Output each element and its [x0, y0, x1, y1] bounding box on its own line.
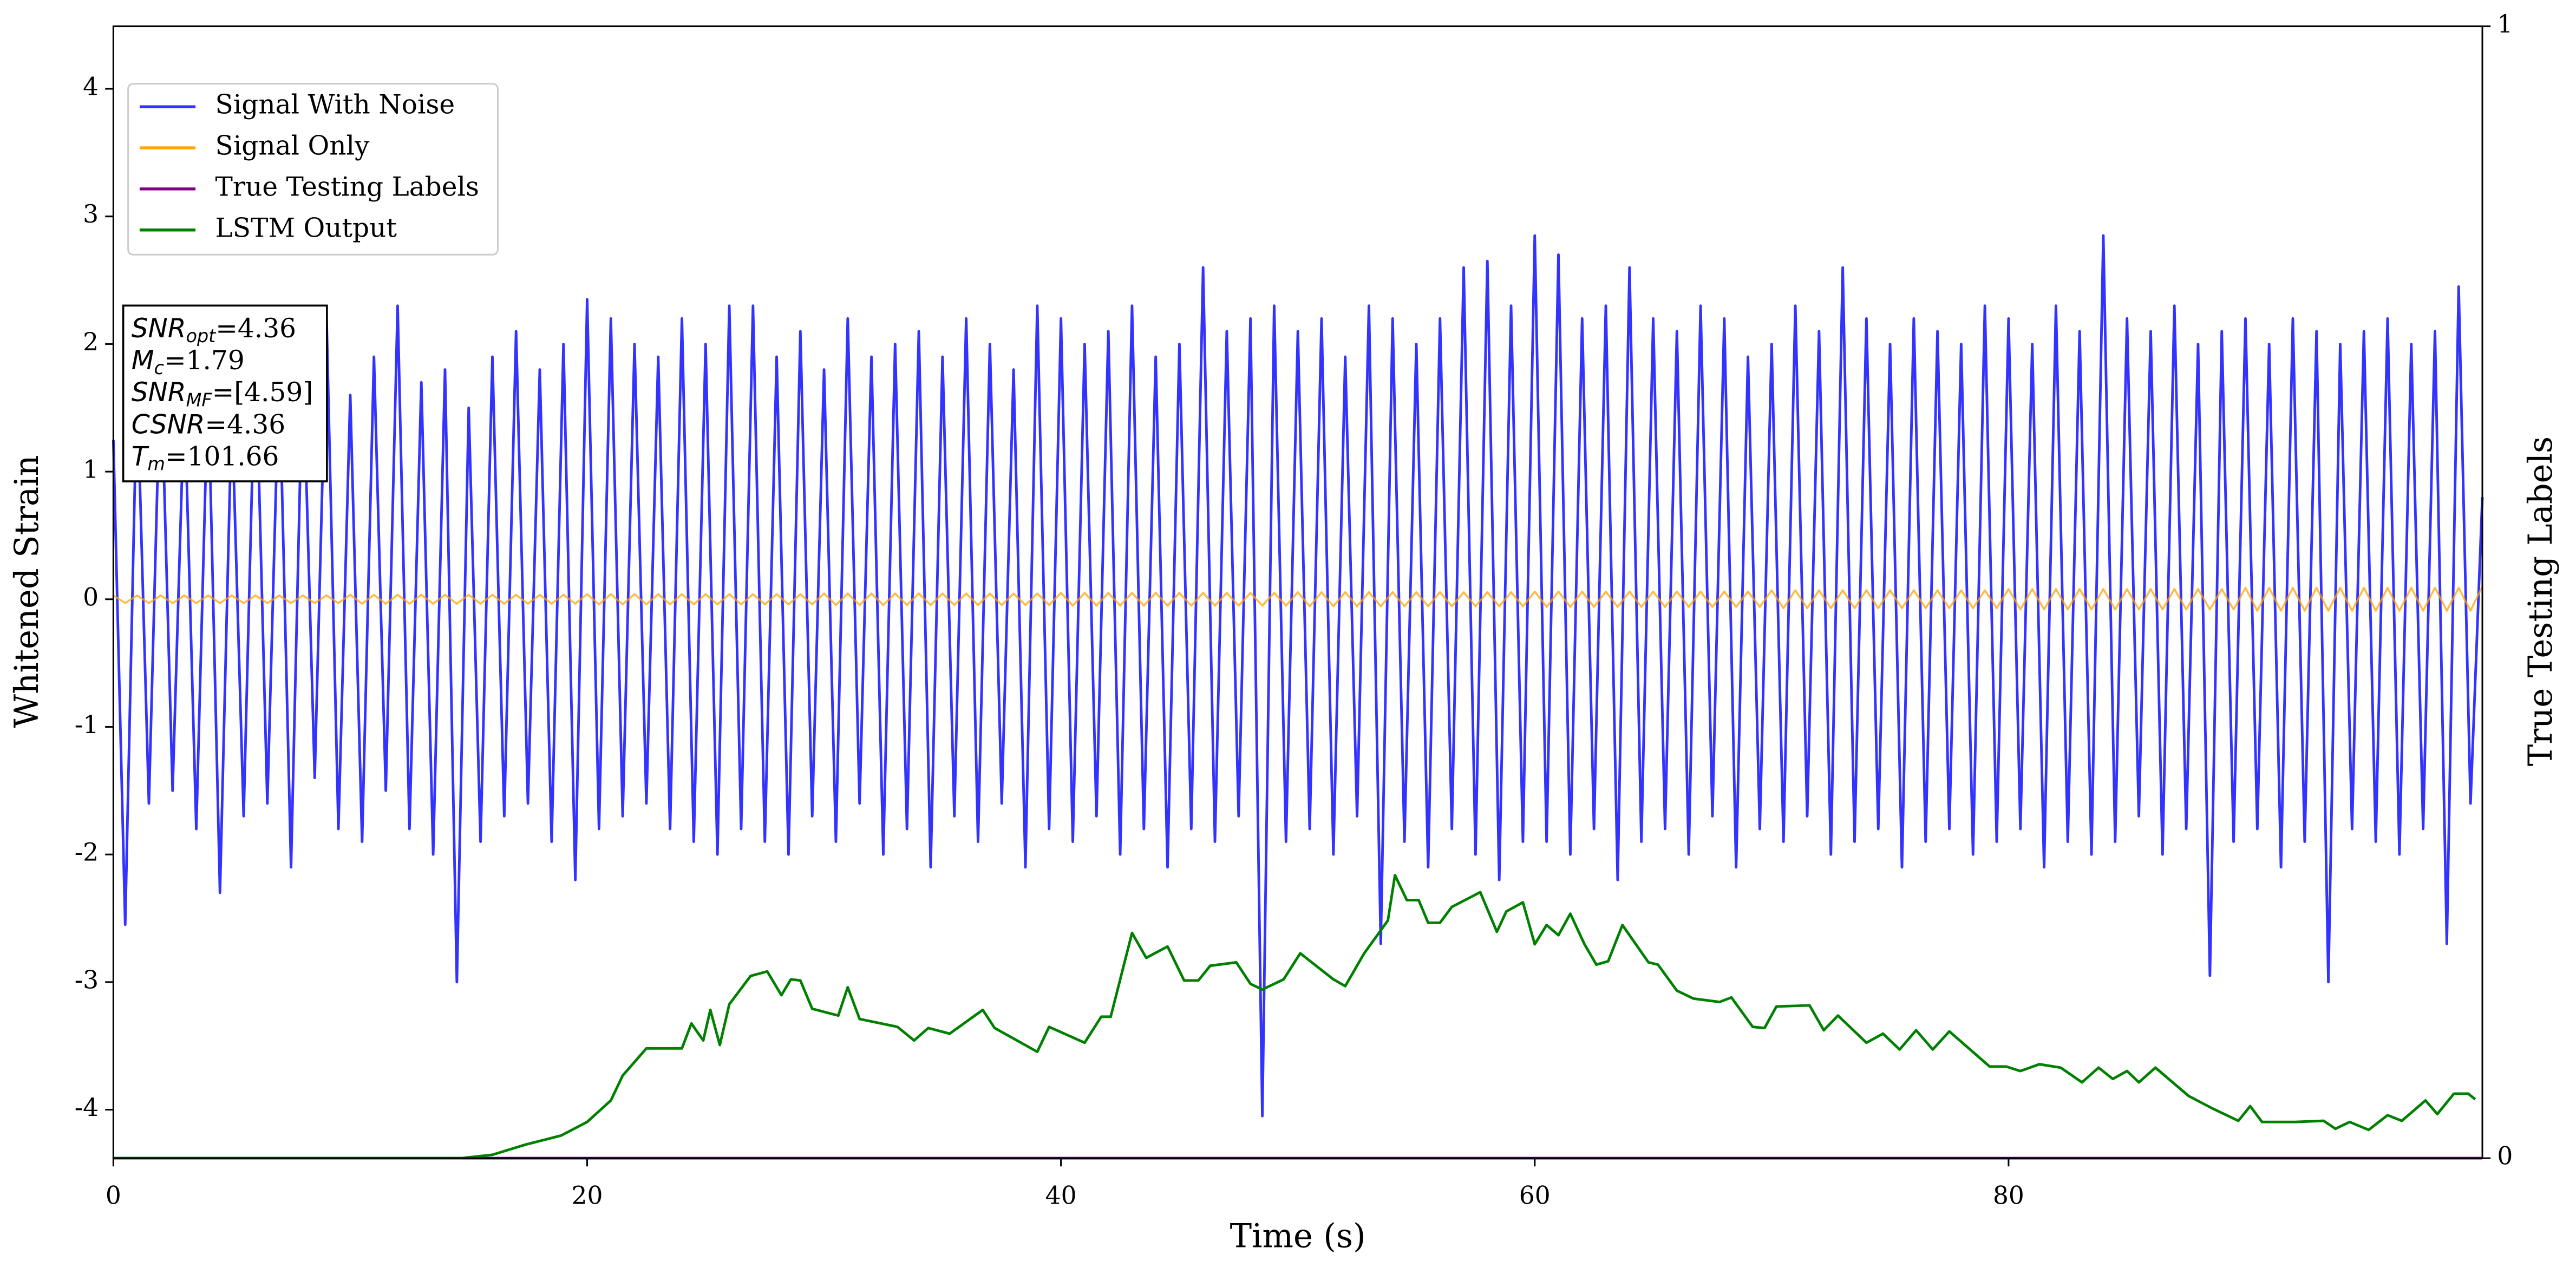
annotation-symbol: T: [132, 442, 149, 472]
annotation-symbol: CSNR: [132, 409, 205, 440]
annotation-value: =101.66: [165, 441, 279, 472]
series-line: [112, 234, 2484, 1118]
y-tick-label: -3: [75, 965, 99, 994]
series-line: [113, 874, 2476, 1160]
axes-frame: [112, 25, 2483, 1159]
annotation: SNRopt=4.36Mc=1.79SNRMF=[4.59]CSNR=4.36T…: [122, 304, 328, 482]
annotation-line: SNRMF=[4.59]: [132, 377, 313, 410]
y-tick-label: -2: [75, 838, 99, 867]
annotation-subscript: c: [154, 357, 164, 378]
y-axis-label: Whitened Strain: [8, 455, 46, 728]
legend-box: [127, 83, 499, 256]
legend-label: True Testing Labels: [215, 172, 479, 202]
annotation-line: Tm=101.66: [132, 441, 279, 474]
x-axis-label: Time (s): [1230, 1217, 1366, 1255]
y-tick-label: 4: [83, 73, 99, 101]
y-tick-label: 0: [83, 583, 99, 611]
annotation-symbol: SNR: [132, 313, 186, 344]
x-tick-label: 20: [572, 1181, 603, 1210]
y2-tick-label: 1: [2497, 10, 2513, 38]
annotation-box: [122, 304, 328, 482]
y2-tick-label: 0: [2497, 1142, 2513, 1171]
annotation-line: Mc=1.79: [132, 345, 245, 378]
annotation-symbol: SNR: [132, 377, 186, 408]
annotation-value: =[4.59]: [212, 377, 313, 408]
annotation-subscript: m: [147, 453, 165, 474]
series-line: [113, 586, 2483, 612]
annotation-subscript: opt: [186, 325, 217, 347]
x-tick-label: 0: [106, 1181, 121, 1210]
x-tick-label: 80: [1993, 1181, 2024, 1210]
annotation-value: =4.36: [205, 409, 285, 440]
legend-label: Signal Only: [215, 131, 370, 161]
annotation-value: =4.36: [215, 313, 296, 343]
y-tick-label: 2: [83, 328, 99, 356]
y-tick-label: 1: [83, 455, 99, 484]
annotation-line: SNRopt=4.36: [132, 313, 296, 346]
y-tick-label: -1: [75, 710, 99, 739]
legend-label: LSTM Output: [215, 213, 397, 243]
plot-area: [112, 234, 2484, 1160]
annotation-subscript: MF: [186, 389, 213, 410]
y-tick-label: -4: [75, 1093, 99, 1122]
annotation-value: =1.79: [164, 345, 245, 376]
annotation-symbol: M: [132, 345, 154, 376]
y-tick-label: 3: [83, 200, 99, 228]
y2-axis-label: True Testing Labels: [2522, 436, 2560, 766]
annotation-line: CSNR=4.36: [132, 409, 285, 440]
x-tick-label: 60: [1519, 1181, 1551, 1210]
x-tick-label: 40: [1045, 1181, 1077, 1210]
legend: Signal With Noise Signal Only True Testing…: [127, 83, 499, 256]
legend-label: Signal With Noise: [215, 90, 455, 120]
